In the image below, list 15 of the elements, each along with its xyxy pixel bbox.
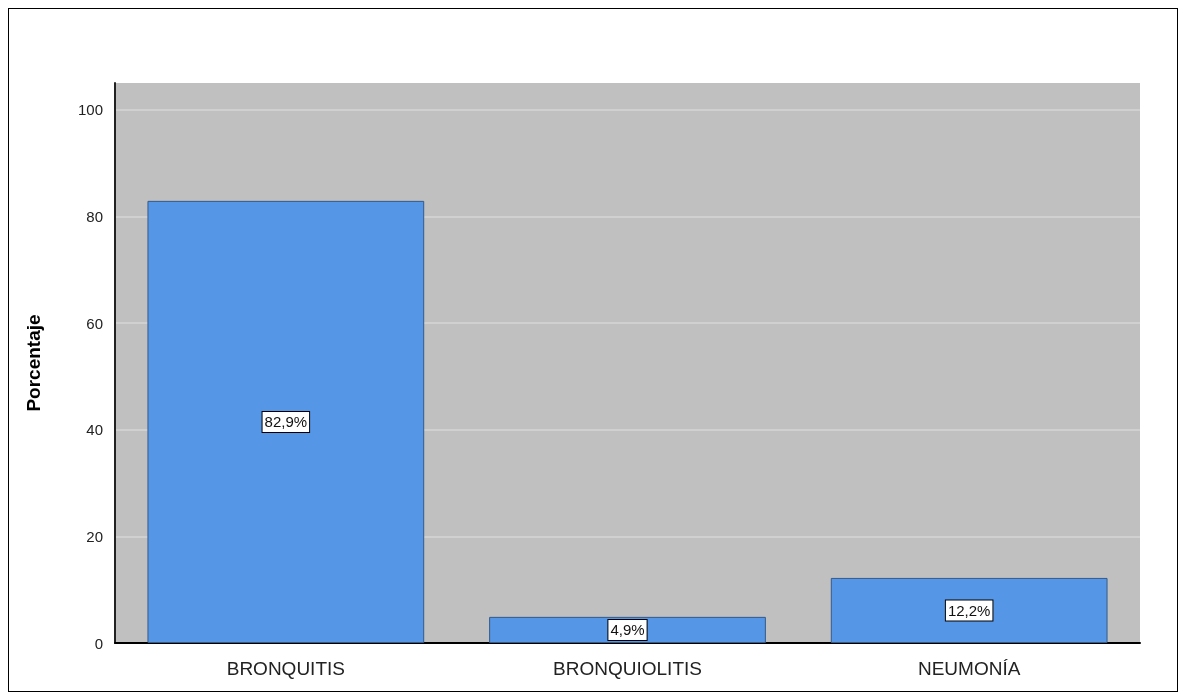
data-label: 12,2% xyxy=(947,601,991,619)
data-label: 82,9% xyxy=(264,413,308,431)
y-tick-label: 60 xyxy=(86,314,103,332)
x-tick-label: BRONQUITIS xyxy=(226,658,345,679)
y-tick-label: 80 xyxy=(86,207,103,225)
x-tick-label: NEUMONÍA xyxy=(917,658,1021,679)
y-tick-label: 0 xyxy=(94,634,103,652)
x-tick-label: BRONQUIOLITIS xyxy=(553,658,702,679)
data-label: 4,9% xyxy=(610,621,645,639)
y-tick-label: 20 xyxy=(86,527,103,545)
bar xyxy=(147,200,425,643)
y-axis-title: Porcentaje xyxy=(23,314,44,412)
y-tick-label: 100 xyxy=(77,101,103,119)
bar xyxy=(830,577,1108,643)
y-tick-label: 40 xyxy=(86,421,103,439)
